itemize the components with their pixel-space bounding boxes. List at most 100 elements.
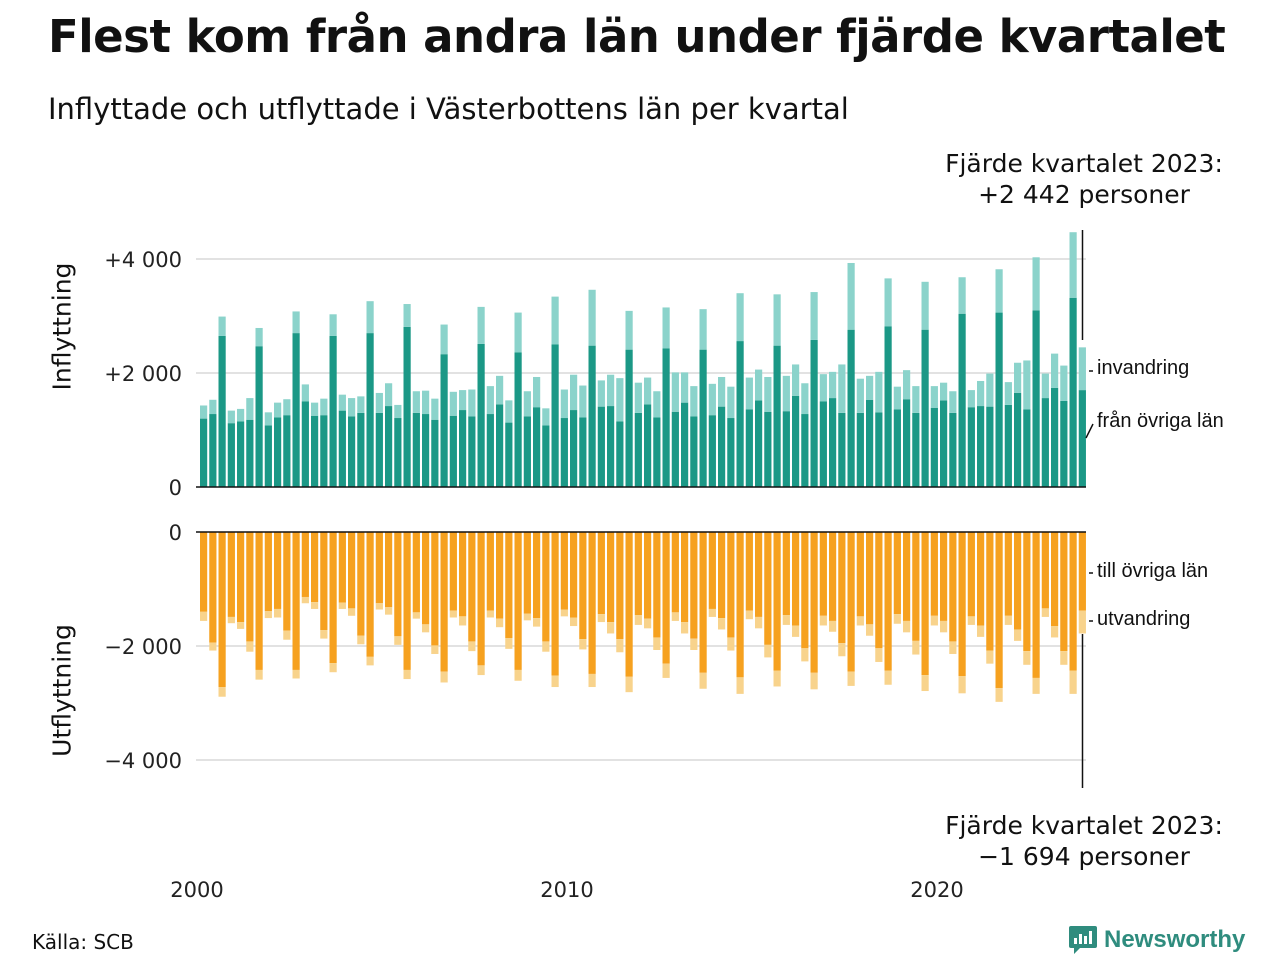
bar-invandring (653, 391, 661, 418)
bar-fran-ovriga-lan (681, 402, 689, 487)
bar-invandring (718, 376, 726, 407)
bar-utvandring (847, 671, 855, 686)
bar-invandring (329, 314, 337, 336)
bar-utvandring (782, 615, 790, 625)
bar-till-ovriga-lan (274, 532, 282, 609)
bar-invandring (995, 269, 1003, 313)
bar-till-ovriga-lan (227, 532, 235, 617)
bar-invandring (200, 405, 208, 419)
bar-invandring (1014, 362, 1022, 393)
bar-utvandring (320, 630, 328, 639)
bar-invandring (227, 410, 235, 424)
bar-utvandring (1014, 629, 1022, 641)
bar-till-ovriga-lan (847, 532, 855, 672)
x-tick-label: 2020 (910, 878, 963, 902)
x-tick-label: 2010 (540, 878, 593, 902)
bar-utvandring (422, 624, 430, 633)
bar-till-ovriga-lan (338, 532, 346, 603)
bar-utvandring (274, 608, 282, 618)
bar-invandring (625, 310, 633, 350)
bar-invandring (921, 281, 929, 330)
bar-till-ovriga-lan (570, 532, 578, 618)
bar-fran-ovriga-lan (255, 346, 263, 487)
bar-till-ovriga-lan (875, 532, 883, 649)
bar-till-ovriga-lan (588, 532, 596, 674)
bar-invandring (505, 400, 513, 423)
bar-utvandring (560, 609, 568, 617)
bar-till-ovriga-lan (745, 532, 753, 611)
bar-till-ovriga-lan (1051, 532, 1059, 627)
bar-till-ovriga-lan (819, 532, 827, 616)
bar-till-ovriga-lan (792, 532, 800, 626)
bar-invandring (801, 383, 809, 415)
bar-till-ovriga-lan (986, 532, 994, 651)
bar-fran-ovriga-lan (829, 398, 837, 487)
bar-till-ovriga-lan (764, 532, 772, 645)
bar-utvandring (1060, 651, 1068, 665)
bar-invandring (523, 391, 531, 417)
bar-fran-ovriga-lan (468, 416, 476, 487)
bar-till-ovriga-lan (921, 532, 929, 676)
bar-fran-ovriga-lan (440, 354, 448, 487)
bar-fran-ovriga-lan (1069, 297, 1077, 487)
bar-fran-ovriga-lan (227, 423, 235, 487)
bar-till-ovriga-lan (237, 532, 245, 623)
bar-fran-ovriga-lan (283, 415, 291, 487)
bar-till-ovriga-lan (736, 532, 744, 678)
bar-till-ovriga-lan (838, 532, 846, 644)
bar-invandring (782, 375, 790, 412)
bar-utvandring (227, 616, 235, 624)
bar-invandring (662, 307, 670, 349)
bar-till-ovriga-lan (496, 532, 504, 619)
bar-till-ovriga-lan (449, 532, 457, 611)
bar-invandring (560, 389, 568, 419)
bar-fran-ovriga-lan (357, 412, 365, 487)
bar-utvandring (801, 648, 809, 662)
bar-fran-ovriga-lan (903, 399, 911, 487)
bar-till-ovriga-lan (431, 532, 439, 646)
bar-utvandring (1023, 651, 1031, 665)
bar-fran-ovriga-lan (755, 400, 763, 487)
bar-invandring (903, 370, 911, 400)
bar-fran-ovriga-lan (644, 404, 652, 487)
bar-invandring (431, 398, 439, 420)
bar-utvandring (644, 618, 652, 629)
bar-till-ovriga-lan (579, 532, 587, 640)
bar-till-ovriga-lan (671, 532, 679, 613)
bar-fran-ovriga-lan (1023, 409, 1031, 487)
bar-utvandring (1041, 608, 1049, 617)
bar-fran-ovriga-lan (912, 412, 920, 487)
bar-invandring (246, 398, 254, 420)
bar-fran-ovriga-lan (940, 400, 948, 487)
bar-utvandring (718, 618, 726, 630)
bar-utvandring (958, 676, 966, 694)
newsworthy-logo-icon (1069, 926, 1097, 954)
bar-fran-ovriga-lan (237, 421, 245, 487)
bar-utvandring (237, 622, 245, 629)
bar-fran-ovriga-lan (209, 414, 217, 487)
bar-till-ovriga-lan (708, 532, 716, 609)
bar-till-ovriga-lan (1014, 532, 1022, 630)
bar-utvandring (200, 611, 208, 621)
bar-till-ovriga-lan (542, 532, 550, 642)
bar-till-ovriga-lan (699, 532, 707, 673)
bar-utvandring (533, 618, 541, 627)
bar-invandring (385, 383, 393, 407)
bar-fran-ovriga-lan (496, 404, 504, 487)
bar-utvandring (366, 656, 374, 666)
bar-utvandring (329, 663, 337, 673)
bar-fran-ovriga-lan (930, 407, 938, 487)
bar-utvandring (338, 602, 346, 609)
bar-till-ovriga-lan (264, 532, 272, 612)
bar-utvandring (653, 637, 661, 650)
bar-utvandring (597, 614, 605, 623)
bar-till-ovriga-lan (209, 532, 217, 643)
bar-invandring (736, 293, 744, 342)
annotation-inflow-latest: Fjärde kvartalet 2023: +2 442 personer (914, 148, 1254, 210)
annotation-outflow-line1: Fjärde kvartalet 2023: (945, 811, 1223, 840)
bar-fran-ovriga-lan (542, 425, 550, 487)
bar-fran-ovriga-lan (773, 345, 781, 487)
annotation-inflow-line1: Fjärde kvartalet 2023: (945, 149, 1223, 178)
bar-utvandring (449, 610, 457, 618)
bar-invandring (375, 392, 383, 413)
